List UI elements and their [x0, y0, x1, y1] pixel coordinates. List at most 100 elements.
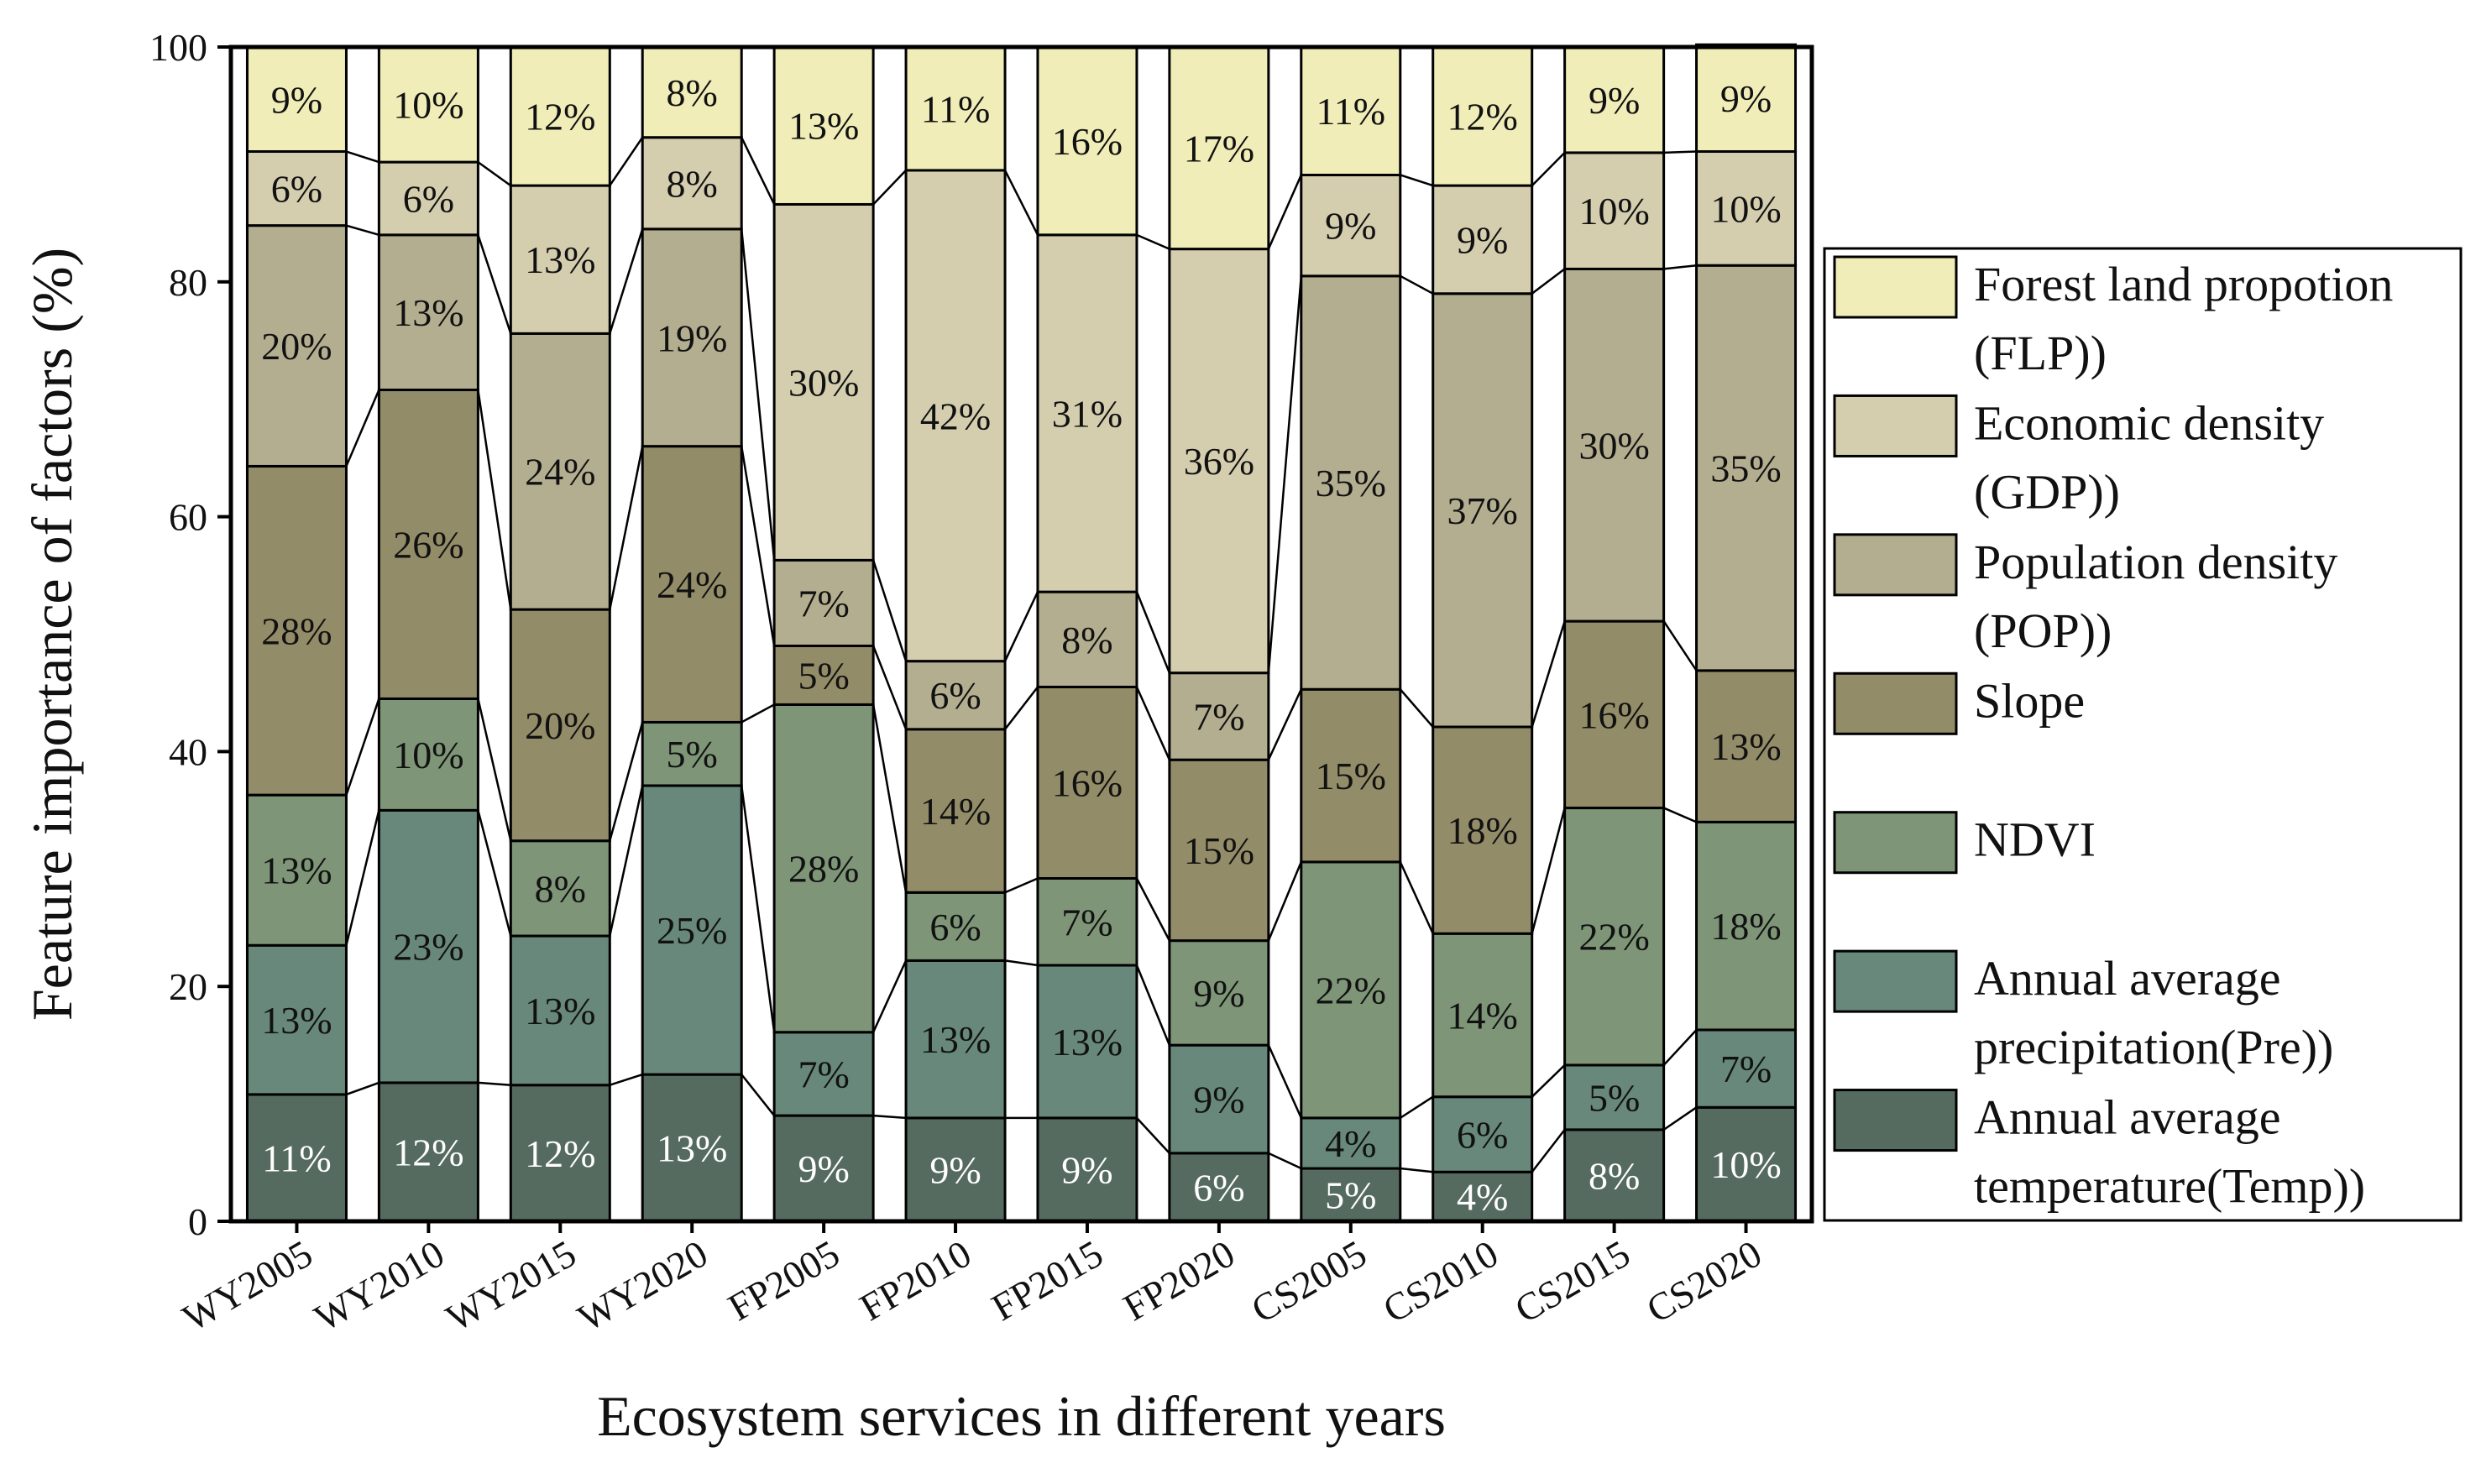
- legend-entry-label: Population density: [1974, 535, 2337, 589]
- connector-line: [1531, 620, 1566, 728]
- data-label: 6%: [271, 168, 322, 211]
- connector-line: [1662, 1106, 1698, 1131]
- connector-line: [477, 698, 512, 842]
- bars-layer: [245, 43, 1798, 1223]
- x-tick-label: WY2015: [439, 1231, 584, 1339]
- legend-entry-label: Slope: [1974, 673, 2085, 728]
- data-label: 26%: [393, 523, 463, 566]
- data-label: 23%: [393, 926, 463, 969]
- bar-segment-CS2020-1: [1695, 1028, 1798, 1109]
- bar-segment-CS2010-4: [1432, 292, 1534, 729]
- bar-segment-WY2020-1: [641, 784, 743, 1076]
- connector-line: [609, 722, 644, 842]
- data-label: 9%: [929, 1148, 981, 1191]
- data-label: 11%: [921, 87, 991, 130]
- legend-entry-label: (FLP)): [1974, 326, 2107, 380]
- legend-entry-label: NDVI: [1974, 813, 2096, 867]
- data-label: 4%: [1325, 1122, 1376, 1165]
- connector-line: [872, 170, 907, 206]
- data-label: 36%: [1184, 440, 1254, 483]
- data-label: 42%: [920, 395, 991, 437]
- legend-entry-label: Annual average: [1974, 1090, 2281, 1145]
- connector-line: [1004, 959, 1039, 967]
- connector-line: [609, 137, 644, 186]
- connector-line: [1663, 264, 1697, 270]
- bar-segment-CS2005-6: [1300, 45, 1402, 176]
- legend-swatch: [1833, 811, 1958, 875]
- connector-line: [609, 228, 644, 334]
- data-label: 30%: [788, 361, 859, 404]
- connector-line: [741, 703, 775, 724]
- connector-line: [609, 1073, 643, 1086]
- data-label: 10%: [1578, 190, 1649, 233]
- bar-segment-CS2005-5: [1300, 173, 1402, 278]
- connector-line: [1267, 174, 1302, 250]
- bar-segment-FP2020-1: [1168, 1043, 1270, 1155]
- data-label: 9%: [1325, 205, 1376, 248]
- bar-segment-WY2010-3: [377, 389, 479, 700]
- connector-line: [477, 161, 512, 187]
- connector-line: [871, 559, 908, 662]
- data-label: 6%: [403, 177, 454, 220]
- connector-line: [1399, 861, 1434, 934]
- legend-swatch: [1833, 1089, 1958, 1152]
- bar-segment-FP2005-4: [772, 558, 875, 647]
- bar-segment-CS2010-2: [1432, 932, 1534, 1099]
- data-label: 6%: [1457, 1113, 1508, 1156]
- connector-line: [871, 645, 908, 730]
- legend-swatch: [1833, 394, 1958, 457]
- connector-line: [1662, 620, 1698, 671]
- bar-segment-CS2015-5: [1563, 151, 1666, 270]
- bar-segment-WY2015-0: [509, 1084, 611, 1223]
- y-tick-label: 40: [169, 730, 207, 773]
- data-label: 11%: [1316, 90, 1385, 133]
- data-label: 6%: [1193, 1166, 1244, 1209]
- data-label: 10%: [393, 734, 463, 776]
- data-label: 28%: [261, 609, 332, 652]
- connector-line: [1135, 591, 1171, 674]
- bar-segment-WY2005-5: [245, 150, 348, 227]
- legend-entry-label: Economic density: [1974, 395, 2324, 450]
- bar-segment-CS2020-5: [1695, 150, 1798, 267]
- data-label: 35%: [1316, 462, 1386, 504]
- bar-segment-CS2015-0: [1563, 1128, 1666, 1223]
- bar-segment-FP2010-6: [904, 45, 1007, 172]
- connector-line: [871, 959, 908, 1033]
- bar-segment-WY2010-5: [377, 160, 479, 237]
- connector-line: [1663, 150, 1697, 154]
- data-label: 16%: [1052, 120, 1123, 163]
- x-tick-label: FP2005: [721, 1231, 846, 1329]
- connector-line: [1004, 877, 1039, 894]
- bar-segment-CS2015-3: [1563, 619, 1666, 810]
- connector-line: [1531, 152, 1566, 186]
- connector-line: [345, 698, 380, 796]
- connector-line: [1662, 1029, 1698, 1066]
- data-label: 14%: [1447, 994, 1518, 1037]
- x-tick-label: CS2005: [1244, 1231, 1374, 1330]
- y-tick-label: 20: [169, 965, 207, 1008]
- y-tick-label: 60: [169, 496, 207, 539]
- connector-line: [1004, 686, 1039, 730]
- data-label: 7%: [1193, 695, 1244, 738]
- data-label: 13%: [393, 291, 463, 334]
- bar-segment-FP2015-2: [1036, 876, 1138, 967]
- x-axis-title: Ecosystem services in different years: [597, 1384, 1446, 1448]
- bar-segment-WY2020-0: [641, 1073, 743, 1223]
- bar-segment-CS2010-6: [1432, 45, 1534, 187]
- bar-segment-WY2005-1: [245, 943, 348, 1096]
- data-label: 22%: [1578, 916, 1649, 959]
- bar-segment-WY2010-1: [377, 808, 479, 1084]
- data-label: 13%: [788, 105, 859, 148]
- data-label: 8%: [535, 867, 586, 910]
- bar-segment-WY2015-3: [509, 608, 611, 843]
- bar-segment-FP2005-2: [772, 703, 875, 1034]
- connector-line: [1267, 688, 1302, 760]
- y-tick-label: 100: [149, 26, 207, 69]
- bar-segment-WY2015-6: [509, 45, 611, 187]
- bar-segment-WY2010-6: [377, 45, 479, 164]
- connector-line: [609, 446, 644, 610]
- data-label: 14%: [920, 790, 991, 833]
- bar-segment-WY2015-2: [509, 839, 611, 938]
- x-tick-label: FP2010: [853, 1231, 978, 1329]
- connector-line: [741, 137, 776, 206]
